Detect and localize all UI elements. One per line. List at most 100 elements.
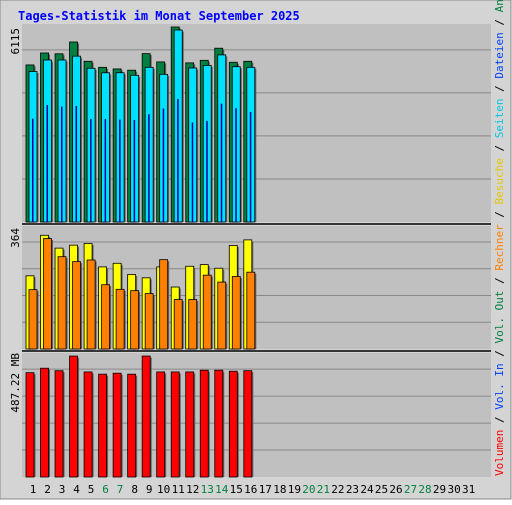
bar-volumen (228, 370, 238, 478)
x-tick-label: 12 (186, 483, 199, 496)
x-tick-label: 14 (215, 483, 229, 496)
x-tick-label: 19 (288, 483, 301, 496)
bar-rechner (86, 259, 96, 350)
bar-rechner (173, 299, 183, 350)
x-tick-label: 30 (447, 483, 460, 496)
x-tick-label: 22 (331, 483, 344, 496)
legend-besuche: Besuche (493, 158, 506, 204)
x-tick-label: 1 (30, 483, 37, 496)
bar-dateien (191, 122, 194, 222)
bar-dateien (75, 105, 78, 222)
x-tick-label: 8 (131, 483, 138, 496)
bar-volumen (40, 367, 49, 478)
bar-volumen (141, 355, 151, 478)
bar-volumen (54, 370, 64, 478)
x-tick-label: 18 (273, 483, 286, 496)
bar-dateien (61, 106, 63, 222)
bar-dateien (220, 103, 223, 222)
legend-vol-in: Vol. In (493, 363, 506, 409)
legend-dateien: Dateien (493, 32, 506, 78)
bar-dateien (90, 118, 92, 222)
bar-rechner (159, 259, 169, 350)
bar-rechner (231, 276, 241, 350)
x-tick-label: 29 (433, 483, 446, 496)
bar-dateien (133, 119, 136, 222)
bar-rechner (188, 299, 198, 350)
chart-title: Tages-Statistik im Monat September 2025 (18, 9, 300, 23)
bar-dateien (249, 111, 252, 222)
x-tick-label: 13 (201, 483, 214, 496)
bar-volumen (25, 372, 35, 478)
x-tick-label: 21 (317, 483, 330, 496)
legend-separator: / (493, 350, 506, 357)
bar-volumen (170, 371, 180, 478)
bar-volumen (69, 355, 78, 478)
bar-rechner (246, 271, 256, 350)
bar-rechner (28, 289, 38, 350)
x-tick-label: 31 (462, 483, 475, 496)
x-tick-label: 6 (102, 483, 109, 496)
bar-dateien (162, 108, 165, 222)
legend-separator: / (493, 211, 506, 218)
bar-rechner (43, 238, 52, 350)
x-axis-labels: 1 2 3 4 5 6 7 8 9 10 11 12 13 14 15 16 17 18 19 20 21 22 23 24 2… (30, 483, 476, 496)
x-tick-label: 23 (346, 483, 359, 496)
bar-volumen (199, 369, 209, 478)
bar-volumen (98, 373, 107, 478)
bar-rechner (115, 288, 125, 350)
legend-rechner: Rechner (493, 224, 506, 271)
x-tick-label: 17 (259, 483, 272, 496)
legend-separator: / (493, 85, 506, 92)
bar-dateien (235, 108, 237, 222)
x-tick-label: 2 (44, 483, 51, 496)
x-tick-label: 15 (230, 483, 243, 496)
legend: Volumen / Vol. In / Vol. Out / Rechner /… (493, 0, 506, 476)
bar-rechner (202, 274, 212, 350)
bar-volumen (243, 370, 253, 478)
y-max-label-requests: 6115 (9, 28, 22, 55)
x-tick-label: 4 (73, 483, 80, 496)
bar-rechner (130, 290, 140, 350)
bar-dateien (206, 120, 208, 222)
y-max-label-volume: 487.22 MB (9, 353, 22, 413)
x-tick-label: 16 (244, 483, 257, 496)
bar-dateien (46, 104, 49, 222)
x-tick-label: 5 (88, 483, 95, 496)
bar-rechner (57, 256, 67, 350)
x-tick-label: 24 (360, 483, 374, 496)
x-tick-label: 3 (59, 483, 66, 496)
legend-volumen: Volumen (493, 430, 506, 476)
x-tick-label: 20 (302, 483, 315, 496)
legend-separator: / (493, 19, 506, 26)
bar-volumen (83, 371, 93, 478)
bar-rechner (72, 261, 81, 350)
bar-volumen (214, 369, 224, 478)
x-tick-label: 9 (146, 483, 153, 496)
bar-rechner (144, 293, 154, 350)
bar-volumen (156, 371, 166, 478)
x-tick-label: 10 (157, 483, 170, 496)
bar-dateien (119, 119, 121, 222)
bars (25, 26, 257, 478)
bar-dateien (104, 118, 107, 222)
bar-rechner (217, 281, 227, 350)
bar-dateien (32, 118, 34, 222)
legend-separator: / (493, 277, 506, 284)
legend-separator: / (493, 416, 506, 423)
x-tick-label: 26 (389, 483, 402, 496)
legend-anfragen: Anfragen (493, 0, 506, 12)
x-tick-label: 27 (404, 483, 417, 496)
legend-vol-out: Vol. Out (493, 291, 506, 344)
x-tick-label: 11 (172, 483, 185, 496)
y-max-label-visits: 364 (9, 228, 22, 248)
bar-volumen (127, 373, 137, 478)
bar-volumen (185, 371, 195, 478)
bar-volumen (112, 372, 122, 478)
x-tick-label: 7 (117, 483, 124, 496)
bar-dateien (148, 114, 150, 222)
bar-rechner (101, 284, 110, 350)
x-tick-label: 25 (375, 483, 388, 496)
x-tick-label: 28 (418, 483, 431, 496)
